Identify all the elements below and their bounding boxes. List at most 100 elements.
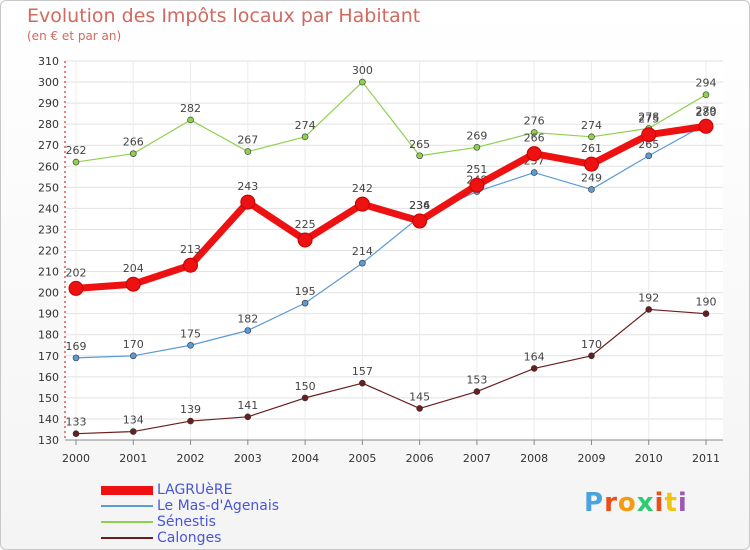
legend-item: Le Mas-d'Agenais bbox=[101, 498, 279, 514]
data-label-s-nestis: 282 bbox=[180, 102, 201, 115]
y-tick-label: 180 bbox=[38, 329, 59, 342]
data-label-calonges: 134 bbox=[123, 414, 144, 427]
chart-subtitle: (en € et par an) bbox=[27, 29, 122, 43]
y-tick-label: 190 bbox=[38, 308, 59, 321]
y-tick-label: 240 bbox=[38, 202, 59, 215]
data-label-calonges: 192 bbox=[638, 291, 659, 304]
y-tick-label: 230 bbox=[38, 223, 59, 236]
data-label-calonges: 153 bbox=[466, 374, 487, 387]
logo-letter: t bbox=[664, 488, 678, 518]
data-point-calonges bbox=[588, 352, 595, 360]
data-point-calonges bbox=[473, 388, 481, 395]
data-point-le-mas-d-agenais bbox=[129, 352, 137, 360]
data-label-lagru-re: 279 bbox=[696, 104, 717, 117]
data-label-lagru-re: 266 bbox=[524, 132, 545, 145]
legend-swatch bbox=[101, 521, 153, 523]
data-point-calonges bbox=[416, 405, 423, 412]
data-point-lagru-re bbox=[469, 177, 485, 193]
data-point-lagru-re bbox=[412, 213, 428, 229]
y-tick-label: 220 bbox=[38, 245, 59, 258]
logo-letter: i bbox=[677, 488, 688, 518]
data-point-calonges bbox=[359, 379, 366, 387]
data-label-s-nestis: 266 bbox=[123, 136, 144, 149]
data-label-s-nestis: 274 bbox=[581, 119, 602, 132]
logo-letter: x bbox=[636, 488, 655, 518]
data-label-lagru-re: 242 bbox=[352, 182, 373, 195]
data-point-s-nestis bbox=[588, 133, 595, 141]
data-label-calonges: 139 bbox=[180, 403, 201, 416]
data-label-calonges: 190 bbox=[696, 296, 717, 309]
data-point-lagru-re bbox=[583, 156, 599, 172]
data-label-le-mas-d-agenais: 175 bbox=[180, 327, 201, 340]
data-label-lagru-re: 202 bbox=[66, 266, 87, 279]
x-tick-label: 2007 bbox=[463, 452, 491, 465]
data-label-calonges: 141 bbox=[237, 399, 258, 412]
data-label-lagru-re: 275 bbox=[638, 113, 659, 126]
data-point-lagru-re bbox=[641, 127, 657, 143]
x-tick-label: 2001 bbox=[119, 452, 147, 465]
data-point-calonges bbox=[301, 394, 309, 402]
data-label-lagru-re: 234 bbox=[409, 199, 430, 212]
legend-item: Calonges bbox=[101, 530, 279, 546]
data-point-le-mas-d-agenais bbox=[645, 152, 653, 160]
data-point-calonges bbox=[530, 365, 538, 372]
data-point-le-mas-d-agenais bbox=[530, 169, 538, 176]
legend-label: LAGRUèRE bbox=[157, 482, 233, 498]
data-point-le-mas-d-agenais bbox=[301, 299, 309, 307]
chart-title: Evolution des Impôts locaux par Habitant bbox=[27, 5, 421, 27]
data-point-s-nestis bbox=[187, 116, 194, 124]
y-tick-label: 140 bbox=[38, 413, 59, 426]
legend: LAGRUèRE Le Mas-d'Agenais Sénestis Calonges bbox=[101, 482, 279, 546]
y-tick-label: 260 bbox=[38, 160, 59, 173]
data-point-s-nestis bbox=[72, 158, 80, 166]
data-label-s-nestis: 262 bbox=[66, 144, 87, 157]
x-tick-label: 2005 bbox=[348, 452, 376, 465]
legend-swatch bbox=[101, 505, 153, 507]
data-point-lagru-re bbox=[240, 194, 256, 210]
data-label-le-mas-d-agenais: 169 bbox=[66, 340, 87, 353]
data-label-s-nestis: 265 bbox=[409, 138, 430, 151]
data-label-lagru-re: 243 bbox=[237, 180, 258, 193]
legend-swatch bbox=[101, 537, 153, 539]
x-tick-label: 2000 bbox=[62, 452, 90, 465]
data-label-calonges: 170 bbox=[581, 338, 602, 351]
data-point-le-mas-d-agenais bbox=[187, 341, 194, 349]
data-point-calonges bbox=[129, 428, 137, 435]
y-tick-label: 130 bbox=[38, 434, 59, 447]
y-tick-label: 290 bbox=[38, 97, 59, 110]
data-point-lagru-re bbox=[526, 146, 542, 162]
series-line-lagru-re bbox=[75, 122, 707, 292]
data-label-s-nestis: 269 bbox=[466, 129, 487, 142]
logo-letter: r bbox=[604, 488, 618, 518]
data-point-calonges bbox=[72, 430, 80, 437]
y-tick-label: 250 bbox=[38, 181, 59, 194]
data-point-calonges bbox=[187, 417, 194, 425]
y-tick-label: 150 bbox=[38, 392, 59, 405]
data-label-s-nestis: 274 bbox=[295, 119, 316, 132]
legend-item: Sénestis bbox=[101, 514, 279, 530]
data-point-calonges bbox=[645, 306, 653, 313]
data-point-s-nestis bbox=[702, 91, 710, 98]
data-point-calonges bbox=[244, 413, 252, 421]
data-label-calonges: 164 bbox=[524, 350, 545, 363]
data-label-lagru-re: 213 bbox=[180, 243, 201, 256]
legend-label: Sénestis bbox=[157, 514, 216, 530]
legend-label: Calonges bbox=[157, 530, 222, 546]
legend-item: LAGRUèRE bbox=[101, 482, 279, 498]
x-tick-label: 2004 bbox=[291, 452, 319, 465]
data-label-lagru-re: 225 bbox=[295, 218, 316, 231]
y-tick-label: 300 bbox=[38, 76, 59, 89]
data-point-s-nestis bbox=[129, 150, 137, 157]
logo-letter: P bbox=[584, 488, 605, 518]
y-tick-label: 170 bbox=[38, 350, 59, 363]
data-label-le-mas-d-agenais: 214 bbox=[352, 245, 373, 258]
data-point-lagru-re bbox=[183, 257, 199, 273]
logo-letter: i bbox=[654, 488, 665, 518]
proxiti-logo: Proxiti bbox=[584, 488, 688, 518]
data-point-s-nestis bbox=[244, 148, 252, 155]
data-point-s-nestis bbox=[473, 144, 481, 151]
data-label-s-nestis: 300 bbox=[352, 64, 373, 77]
x-tick-label: 2011 bbox=[692, 452, 720, 465]
data-label-lagru-re: 204 bbox=[123, 262, 144, 275]
